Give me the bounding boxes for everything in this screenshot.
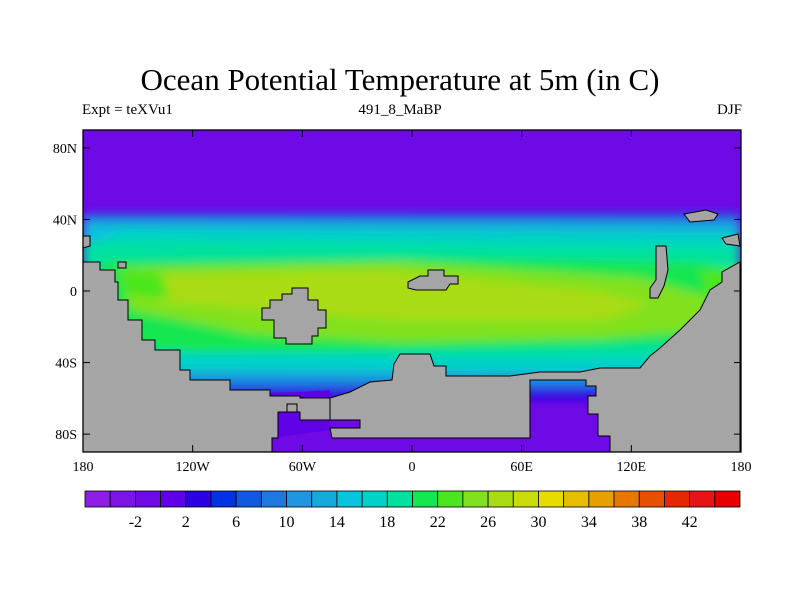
x-axis: 180 120W 60W 0 60E 120E 180 — [73, 130, 752, 475]
x-tick-label: 60W — [289, 460, 317, 475]
colorbar-label: 30 — [530, 514, 546, 531]
colorbar-label: 34 — [581, 514, 597, 531]
y-tick-label: 0 — [70, 285, 77, 300]
y-tick-label: 80N — [53, 142, 77, 157]
colorbar-label: 22 — [430, 514, 446, 531]
colorbar-box — [336, 490, 363, 508]
colorbar-label: -2 — [129, 514, 142, 531]
colorbar-box — [386, 490, 413, 508]
x-tick-label: 180 — [731, 460, 752, 475]
central-continent — [261, 287, 327, 345]
colorbar-label: 42 — [682, 514, 698, 531]
colorbar-box — [210, 490, 237, 508]
colorbar-box — [613, 490, 640, 508]
x-tick-label: 0 — [409, 460, 416, 475]
x-tick-label: 120E — [617, 460, 647, 475]
colorbar-box — [109, 490, 136, 508]
x-tick-label: 60E — [510, 460, 533, 475]
colorbar-label: 18 — [379, 514, 395, 531]
temperature-field — [83, 130, 741, 452]
northern-island — [407, 269, 459, 291]
colorbar-label: 26 — [480, 514, 496, 531]
colorbar-box — [311, 490, 338, 508]
x-tick-label: 180 — [73, 460, 94, 475]
colorbar-box — [538, 490, 565, 508]
y-tick-label: 80S — [55, 428, 77, 443]
colorbar-box — [638, 490, 665, 508]
colorbar-box — [185, 490, 212, 508]
colorbar-box — [361, 490, 388, 508]
small-islet — [117, 261, 127, 269]
colorbar-label: 38 — [631, 514, 647, 531]
west-island — [82, 235, 91, 249]
small-islet — [286, 403, 298, 413]
period-label: 491_8_MaBP — [358, 102, 442, 118]
colorbar-box — [588, 490, 615, 508]
colorbar-box — [563, 490, 590, 508]
plot-title: Ocean Potential Temperature at 5m (in C) — [140, 62, 660, 97]
colorbar-box — [412, 490, 439, 508]
y-tick-label: 40S — [55, 357, 77, 372]
northeast-island — [683, 209, 719, 223]
y-axis: 80N 40N 0 40S 80S — [53, 142, 741, 443]
colorbar-label: 14 — [329, 514, 345, 531]
western-continent — [82, 261, 331, 453]
colorbar-box — [437, 490, 464, 508]
colorbar-box — [260, 490, 287, 508]
colorbar-label: 2 — [182, 514, 190, 531]
x-tick-label: 120W — [176, 460, 211, 475]
season-label: DJF — [716, 102, 742, 118]
colorbar-box — [664, 490, 691, 508]
colorbar-box — [84, 490, 111, 508]
colorbar-box — [462, 490, 489, 508]
colorbar-box — [512, 490, 539, 508]
experiment-label: Expt = teXVu1 — [82, 102, 173, 118]
colorbar-box — [689, 490, 716, 508]
east-island — [721, 233, 741, 247]
colorbar-box — [286, 490, 313, 508]
narrow-island — [649, 245, 669, 299]
colorbar-label: 10 — [279, 514, 295, 531]
y-tick-label: 40N — [53, 213, 77, 228]
colorbar-label: 6 — [232, 514, 240, 531]
colorbar-box — [134, 490, 161, 508]
colorbar-box — [714, 490, 741, 508]
colorbar-box — [487, 490, 514, 508]
southern-continent — [329, 261, 741, 453]
land-masses — [82, 209, 741, 453]
colorbar: -2 2 6 10 14 18 22 26 30 34 38 42 — [84, 490, 741, 531]
colorbar-box — [235, 490, 262, 508]
colorbar-box — [160, 490, 187, 508]
